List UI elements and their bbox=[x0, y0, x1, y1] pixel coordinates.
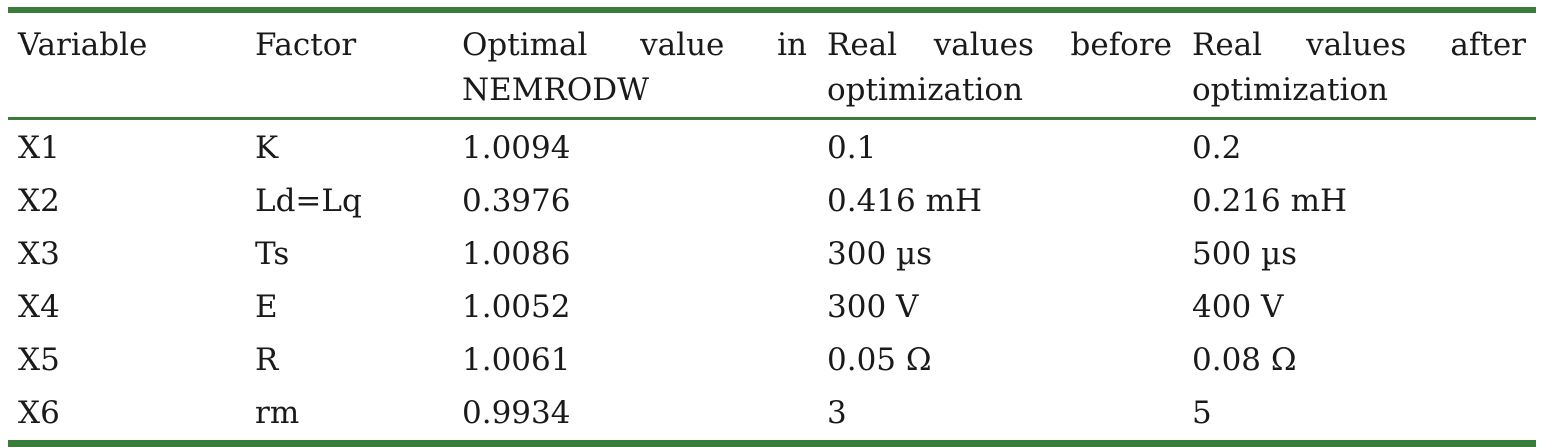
header-real-after-line1: Real values after bbox=[1192, 27, 1526, 63]
cell-real-after: 400 V bbox=[1192, 289, 1284, 325]
table-row: X1 K 1.0094 0.1 0.2 bbox=[8, 119, 1536, 176]
cell-variable: X2 bbox=[18, 183, 60, 219]
table-row: X4 E 1.0052 300 V 400 V bbox=[8, 281, 1536, 334]
cell-variable: X1 bbox=[18, 130, 60, 166]
cell-factor: rm bbox=[255, 395, 300, 431]
cell-variable: X5 bbox=[18, 342, 60, 378]
header-real-before-line1: Real values before bbox=[827, 27, 1172, 63]
cell-factor: E bbox=[255, 289, 278, 325]
cell-real-after: 0.08 Ω bbox=[1192, 342, 1297, 378]
cell-factor: K bbox=[255, 130, 279, 166]
cell-real-before: 300 µs bbox=[827, 236, 933, 272]
table-row: X2 Ld=Lq 0.3976 0.416 mH 0.216 mH bbox=[8, 175, 1536, 228]
header-optimal-value-line1: Optimal value in bbox=[462, 27, 807, 63]
cell-optimal-value: 0.3976 bbox=[462, 183, 571, 219]
table-row: X6 rm 0.9934 3 5 bbox=[8, 387, 1536, 444]
optimization-results-table: Variable Factor Optimal value in NEMRODW… bbox=[8, 7, 1536, 447]
cell-variable: X3 bbox=[18, 236, 60, 272]
header-factor: Factor bbox=[255, 27, 357, 63]
cell-factor: Ts bbox=[255, 236, 290, 272]
table-header: Variable Factor Optimal value in NEMRODW… bbox=[8, 10, 1536, 119]
header-real-before-line2: optimization bbox=[827, 72, 1024, 108]
cell-variable: X6 bbox=[18, 395, 60, 431]
cell-optimal-value: 1.0052 bbox=[462, 289, 571, 325]
table-row: X5 R 1.0061 0.05 Ω 0.08 Ω bbox=[8, 334, 1536, 387]
optimization-table-container: Variable Factor Optimal value in NEMRODW… bbox=[8, 7, 1536, 447]
cell-optimal-value: 1.0094 bbox=[462, 130, 571, 166]
header-real-after-line2: optimization bbox=[1192, 72, 1389, 108]
cell-optimal-value: 1.0086 bbox=[462, 236, 571, 272]
cell-real-after: 0.216 mH bbox=[1192, 183, 1348, 219]
cell-factor: Ld=Lq bbox=[255, 183, 362, 219]
cell-variable: X4 bbox=[18, 289, 60, 325]
header-real-before: Real values before optimization bbox=[817, 10, 1182, 119]
cell-real-after: 500 µs bbox=[1192, 236, 1298, 272]
cell-real-before: 0.05 Ω bbox=[827, 342, 932, 378]
cell-optimal-value: 1.0061 bbox=[462, 342, 571, 378]
cell-real-before: 300 V bbox=[827, 289, 919, 325]
header-row: Variable Factor Optimal value in NEMRODW… bbox=[8, 10, 1536, 119]
header-optimal-value-line2: NEMRODW bbox=[462, 72, 649, 108]
header-variable: Variable bbox=[18, 27, 148, 63]
cell-real-before: 0.416 mH bbox=[827, 183, 983, 219]
cell-real-after: 0.2 bbox=[1192, 130, 1242, 166]
cell-factor: R bbox=[255, 342, 279, 378]
cell-real-before: 3 bbox=[827, 395, 847, 431]
cell-optimal-value: 0.9934 bbox=[462, 395, 571, 431]
table-body: X1 K 1.0094 0.1 0.2 X2 Ld=Lq 0.3976 0.41… bbox=[8, 119, 1536, 444]
header-real-after: Real values after optimization bbox=[1182, 10, 1536, 119]
header-optimal-value: Optimal value in NEMRODW bbox=[452, 10, 817, 119]
cell-real-after: 5 bbox=[1192, 395, 1212, 431]
cell-real-before: 0.1 bbox=[827, 130, 877, 166]
table-row: X3 Ts 1.0086 300 µs 500 µs bbox=[8, 228, 1536, 281]
